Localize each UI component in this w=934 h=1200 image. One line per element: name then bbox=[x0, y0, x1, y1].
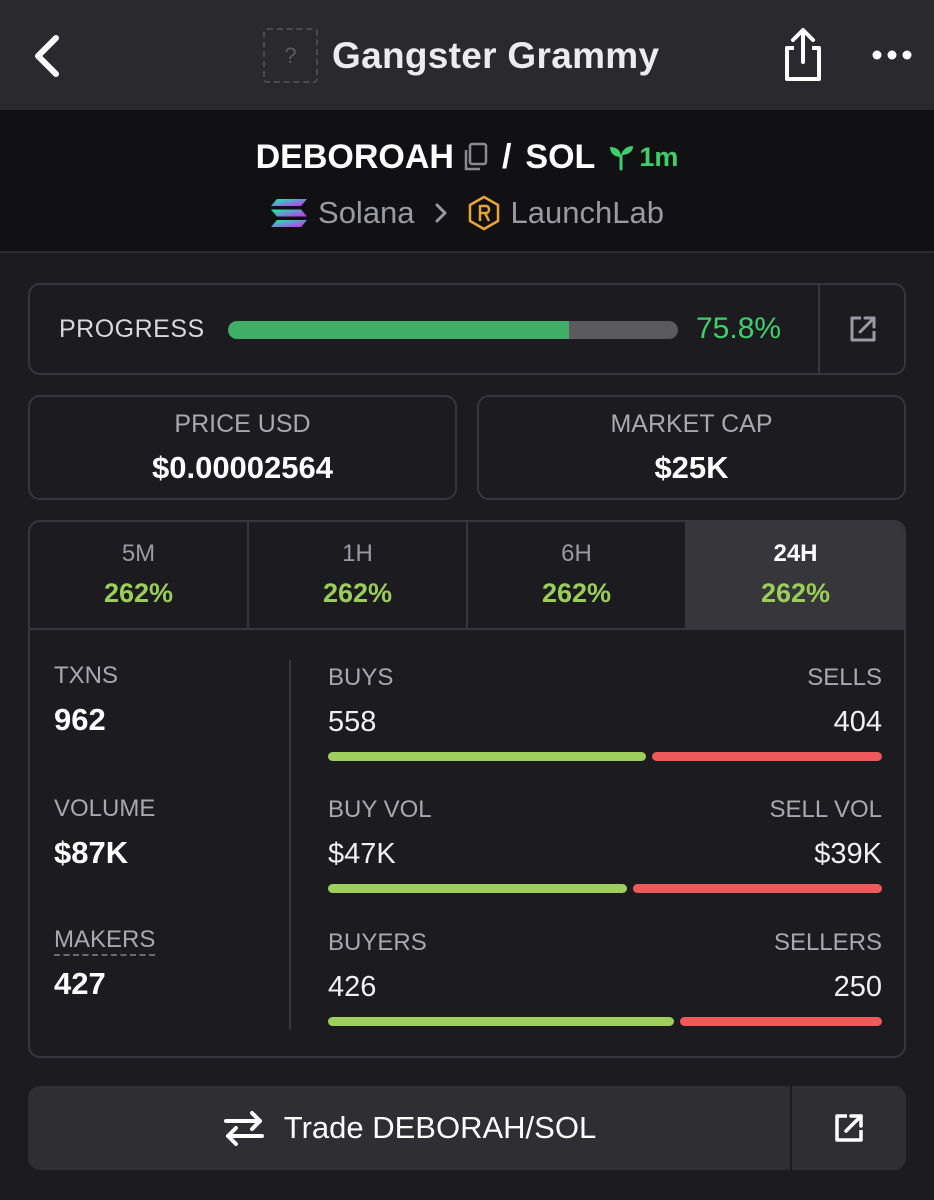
progress-value: 75.8% bbox=[696, 312, 782, 345]
dex-name[interactable]: LaunchLab bbox=[510, 195, 664, 230]
market-cap-label: MARKET CAP bbox=[610, 410, 773, 438]
volume-value: $87K bbox=[54, 835, 129, 870]
txns-value: 962 bbox=[54, 702, 106, 737]
sells-label: SELLS bbox=[807, 664, 882, 691]
buyers-bar bbox=[328, 1017, 674, 1026]
timeframe-tabs: 5M 262% 1H 262% 6H 262% 24H 262% bbox=[30, 522, 904, 630]
chain-breadcrumb: Solana LaunchLab bbox=[0, 188, 934, 238]
more-options-button[interactable] bbox=[870, 40, 914, 70]
txns-label: TXNS bbox=[54, 662, 119, 689]
buys-label: BUYS bbox=[328, 664, 394, 691]
tab-change: 262% bbox=[760, 578, 831, 608]
progress-bar bbox=[228, 321, 678, 339]
makers-value: 427 bbox=[54, 966, 106, 1001]
trade-external-link-button[interactable] bbox=[790, 1086, 906, 1170]
back-button[interactable] bbox=[26, 30, 70, 82]
solana-logo-icon bbox=[271, 199, 308, 227]
volume-label: VOLUME bbox=[54, 795, 156, 822]
token-name: Gangster Grammy bbox=[332, 35, 660, 76]
buyers-value: 426 bbox=[328, 971, 377, 1003]
trade-bar: Trade DEBORAH/SOL bbox=[28, 1086, 906, 1170]
swap-arrows-icon bbox=[223, 1111, 264, 1146]
timeframe-stats-card: 5M 262% 1H 262% 6H 262% 24H 262% TXNS 96… bbox=[28, 520, 906, 1058]
market-cap-value: $25K bbox=[654, 450, 729, 485]
external-link-icon bbox=[835, 1114, 863, 1142]
pair-separator: / bbox=[501, 137, 512, 176]
price-card: PRICE USD $0.00002564 bbox=[28, 395, 457, 500]
txns-stat: TXNS 962 bbox=[54, 660, 118, 738]
tab-1h[interactable]: 1H 262% bbox=[249, 522, 468, 628]
tab-change: 262% bbox=[541, 578, 612, 608]
buy-vol-label: BUY VOL bbox=[328, 796, 432, 823]
share-icon bbox=[785, 28, 821, 81]
pair-header: DEBOROAH / SOL 1m bbox=[0, 110, 934, 253]
chevron-right-icon bbox=[435, 203, 447, 223]
pair-line: DEBOROAH / SOL 1m bbox=[0, 134, 934, 180]
tab-label: 5M bbox=[121, 540, 156, 567]
buyers-label: BUYERS bbox=[328, 929, 427, 956]
tab-5m[interactable]: 5M 262% bbox=[30, 522, 249, 628]
more-icon bbox=[872, 50, 912, 60]
buys-sells-row: BUYS SELLS 558 404 bbox=[328, 662, 882, 762]
column-divider bbox=[289, 660, 291, 1030]
volume-stat: VOLUME $87K bbox=[54, 793, 155, 871]
top-bar: ? Gangster Grammy bbox=[0, 0, 934, 110]
progress-external-link-button[interactable] bbox=[818, 285, 906, 373]
sells-value: 404 bbox=[833, 706, 882, 738]
chevron-left-icon bbox=[35, 35, 59, 77]
buyers-sellers-row: BUYERS SELLERS 426 250 bbox=[328, 927, 882, 1027]
tab-change: 262% bbox=[103, 578, 174, 608]
trade-button[interactable]: Trade DEBORAH/SOL bbox=[28, 1086, 790, 1170]
trade-button-label: Trade DEBORAH/SOL bbox=[283, 1110, 597, 1145]
pair-age-text: 1m bbox=[639, 141, 679, 172]
tab-6h[interactable]: 6H 262% bbox=[468, 522, 687, 628]
sells-bar bbox=[652, 752, 882, 761]
buys-bar bbox=[328, 752, 646, 761]
buy-vol-value: $47K bbox=[328, 838, 396, 870]
pair-age: 1m bbox=[607, 142, 678, 173]
price-label: PRICE USD bbox=[174, 410, 311, 438]
market-cap-card: MARKET CAP $25K bbox=[477, 395, 906, 500]
base-symbol: DEBOROAH bbox=[255, 137, 454, 176]
summary-column: TXNS 962 VOLUME $87K MAKERS 427 bbox=[30, 630, 290, 1056]
token-logo-placeholder: ? bbox=[263, 28, 318, 83]
copy-icon[interactable] bbox=[462, 142, 488, 172]
progress-card: PROGRESS 75.8% bbox=[28, 283, 906, 375]
sprout-icon bbox=[610, 146, 634, 171]
buyers-ratio-bar bbox=[328, 1017, 882, 1026]
buys-sells-ratio-bar bbox=[328, 752, 882, 761]
progress-bar-fill bbox=[228, 321, 570, 339]
sell-vol-bar bbox=[633, 884, 882, 893]
launchlab-logo-icon bbox=[468, 195, 499, 231]
tab-change: 262% bbox=[322, 578, 393, 608]
makers-stat: MAKERS 427 bbox=[54, 926, 156, 1002]
external-link-icon bbox=[850, 316, 876, 342]
tab-24h[interactable]: 24H 262% bbox=[687, 522, 904, 628]
sellers-value: 250 bbox=[833, 971, 882, 1003]
sell-vol-label: SELL VOL bbox=[769, 796, 882, 823]
quote-symbol: SOL bbox=[525, 137, 596, 176]
price-value: $0.00002564 bbox=[151, 450, 334, 485]
volume-ratio-bar bbox=[328, 884, 882, 893]
tab-label: 24H bbox=[773, 540, 818, 567]
chain-name[interactable]: Solana bbox=[318, 195, 415, 230]
sell-vol-value: $39K bbox=[814, 838, 882, 870]
tab-label: 1H bbox=[342, 540, 373, 567]
progress-label: PROGRESS bbox=[59, 315, 205, 343]
sellers-bar bbox=[680, 1017, 882, 1026]
makers-label[interactable]: MAKERS bbox=[54, 926, 156, 956]
tab-label: 6H bbox=[561, 540, 592, 567]
volume-split-row: BUY VOL SELL VOL $47K $39K bbox=[328, 794, 882, 894]
share-button[interactable] bbox=[780, 26, 826, 84]
buy-vol-bar bbox=[328, 884, 627, 893]
sellers-label: SELLERS bbox=[773, 929, 882, 956]
buys-value: 558 bbox=[328, 706, 377, 738]
